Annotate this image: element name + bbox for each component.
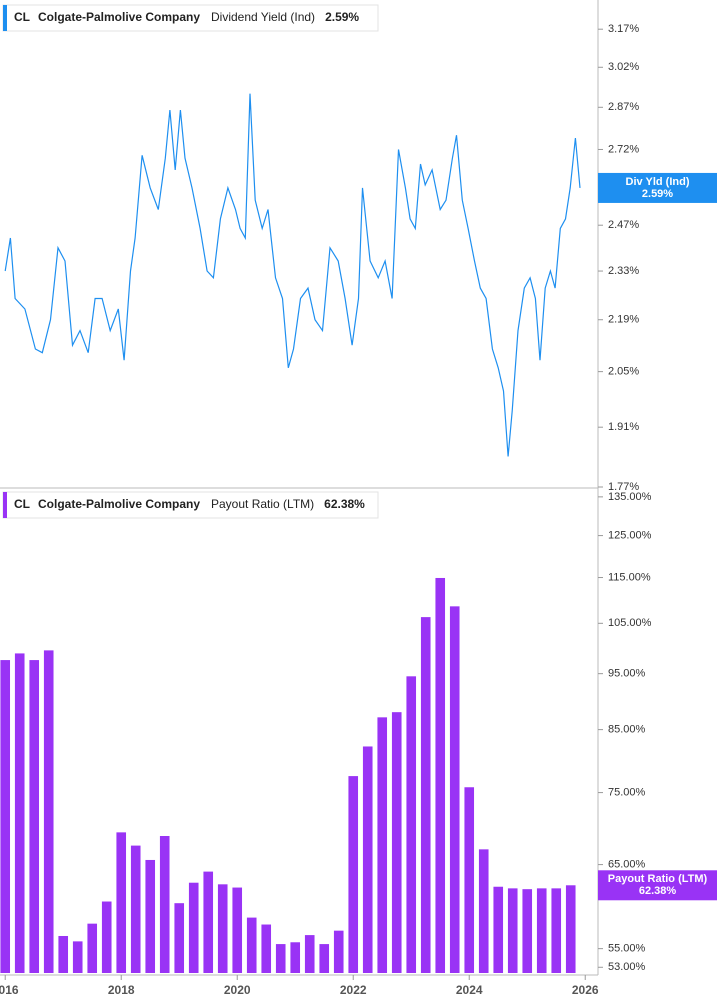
bar	[319, 944, 330, 973]
x-tick-label: 2026	[572, 983, 599, 997]
bar	[232, 887, 243, 973]
y-tick-label: 115.00%	[608, 571, 651, 583]
y-tick-label: 75.00%	[608, 786, 646, 798]
y-tick-label: 95.00%	[608, 668, 646, 680]
y-tick-label: 55.00%	[608, 943, 646, 955]
bar	[72, 941, 83, 973]
legend-company: Colgate-Palmolive Company	[38, 10, 200, 24]
bar	[58, 935, 69, 973]
y-tick-label: 135.00%	[608, 491, 652, 503]
bar	[130, 845, 141, 973]
bar	[116, 832, 127, 973]
bar	[0, 660, 11, 973]
bar	[348, 776, 359, 973]
value-tag	[598, 870, 717, 901]
legend-series-name: Dividend Yield (Ind)	[211, 10, 315, 24]
legend-ticker: CL	[14, 10, 30, 24]
y-tick-label: 3.02%	[608, 61, 639, 73]
value-tag	[598, 172, 717, 203]
value-tag-name: Payout Ratio (LTM)	[608, 873, 708, 885]
y-tick-label: 2.19%	[608, 314, 639, 326]
bar	[435, 577, 446, 973]
legend-current-value: 2.59%	[325, 10, 359, 24]
value-tag-name: Div Yld (Ind)	[626, 176, 690, 188]
bar	[203, 871, 214, 973]
y-tick-label: 53.00%	[608, 961, 646, 973]
bar	[174, 903, 185, 973]
legend-swatch	[3, 492, 7, 518]
bar	[507, 888, 518, 973]
y-tick-label: 3.17%	[608, 23, 639, 35]
y-tick-label: 2.33%	[608, 265, 639, 277]
data-line	[4, 93, 581, 457]
legend-company: Colgate-Palmolive Company	[38, 497, 200, 511]
y-tick-label: 1.77%	[608, 481, 639, 493]
legend: CL Colgate-Palmolive Company Dividend Yiel…	[2, 4, 379, 32]
bar	[464, 787, 475, 973]
bar	[261, 924, 272, 973]
bar	[333, 930, 344, 973]
legend-series-name: Payout Ratio (LTM)	[211, 497, 314, 511]
value-tag-value: 2.59%	[642, 188, 673, 200]
y-tick-label: 2.47%	[608, 219, 639, 231]
bar	[522, 889, 533, 973]
x-tick-label: 2022	[340, 983, 367, 997]
bar	[188, 882, 199, 973]
bar	[217, 884, 228, 973]
bar	[478, 849, 489, 973]
bar	[536, 888, 547, 973]
x-tick-label: 2024	[456, 983, 483, 997]
bar	[565, 885, 576, 973]
legend-current-value: 62.38%	[324, 497, 365, 511]
bar	[101, 901, 112, 973]
y-tick-label: 125.00%	[608, 529, 652, 541]
panel: 3.17% 3.02% 2.87% 2.72% 2.47% 2.33% 2.19% 2.05%…	[2, 4, 717, 493]
x-tick-label: 2020	[224, 983, 251, 997]
legend: CL Colgate-Palmolive Company Payout Ratio …	[2, 491, 379, 519]
bar	[159, 836, 170, 973]
bar	[145, 859, 156, 973]
bar	[304, 935, 315, 973]
value-tag-value: 62.38%	[639, 885, 677, 897]
panel: 135.00% 125.00% 115.00% 105.00% 95.00% 85.00%…	[0, 491, 717, 997]
bar	[406, 676, 417, 973]
y-tick-label: 1.91%	[608, 421, 639, 433]
bar	[493, 886, 504, 973]
bar	[377, 717, 388, 973]
x-tick-label: 2016	[0, 983, 19, 997]
bar	[551, 888, 562, 973]
bar	[246, 917, 257, 973]
y-tick-label: 105.00%	[608, 617, 652, 629]
legend-swatch	[3, 5, 7, 31]
bar	[87, 923, 98, 973]
bar	[29, 660, 40, 973]
bar	[420, 617, 431, 973]
bar	[290, 942, 301, 973]
bar	[449, 606, 460, 973]
bar	[14, 653, 25, 973]
bar	[362, 746, 373, 973]
y-tick-label: 65.00%	[608, 858, 646, 870]
x-tick-label: 2018	[108, 983, 135, 997]
bar	[275, 944, 286, 973]
y-tick-label: 2.05%	[608, 366, 639, 378]
legend-box	[2, 4, 379, 32]
y-tick-label: 85.00%	[608, 724, 646, 736]
legend-ticker: CL	[14, 497, 30, 511]
y-tick-label: 2.87%	[608, 101, 639, 113]
bar	[43, 650, 54, 973]
y-tick-label: 2.72%	[608, 143, 639, 155]
bar	[391, 712, 402, 973]
